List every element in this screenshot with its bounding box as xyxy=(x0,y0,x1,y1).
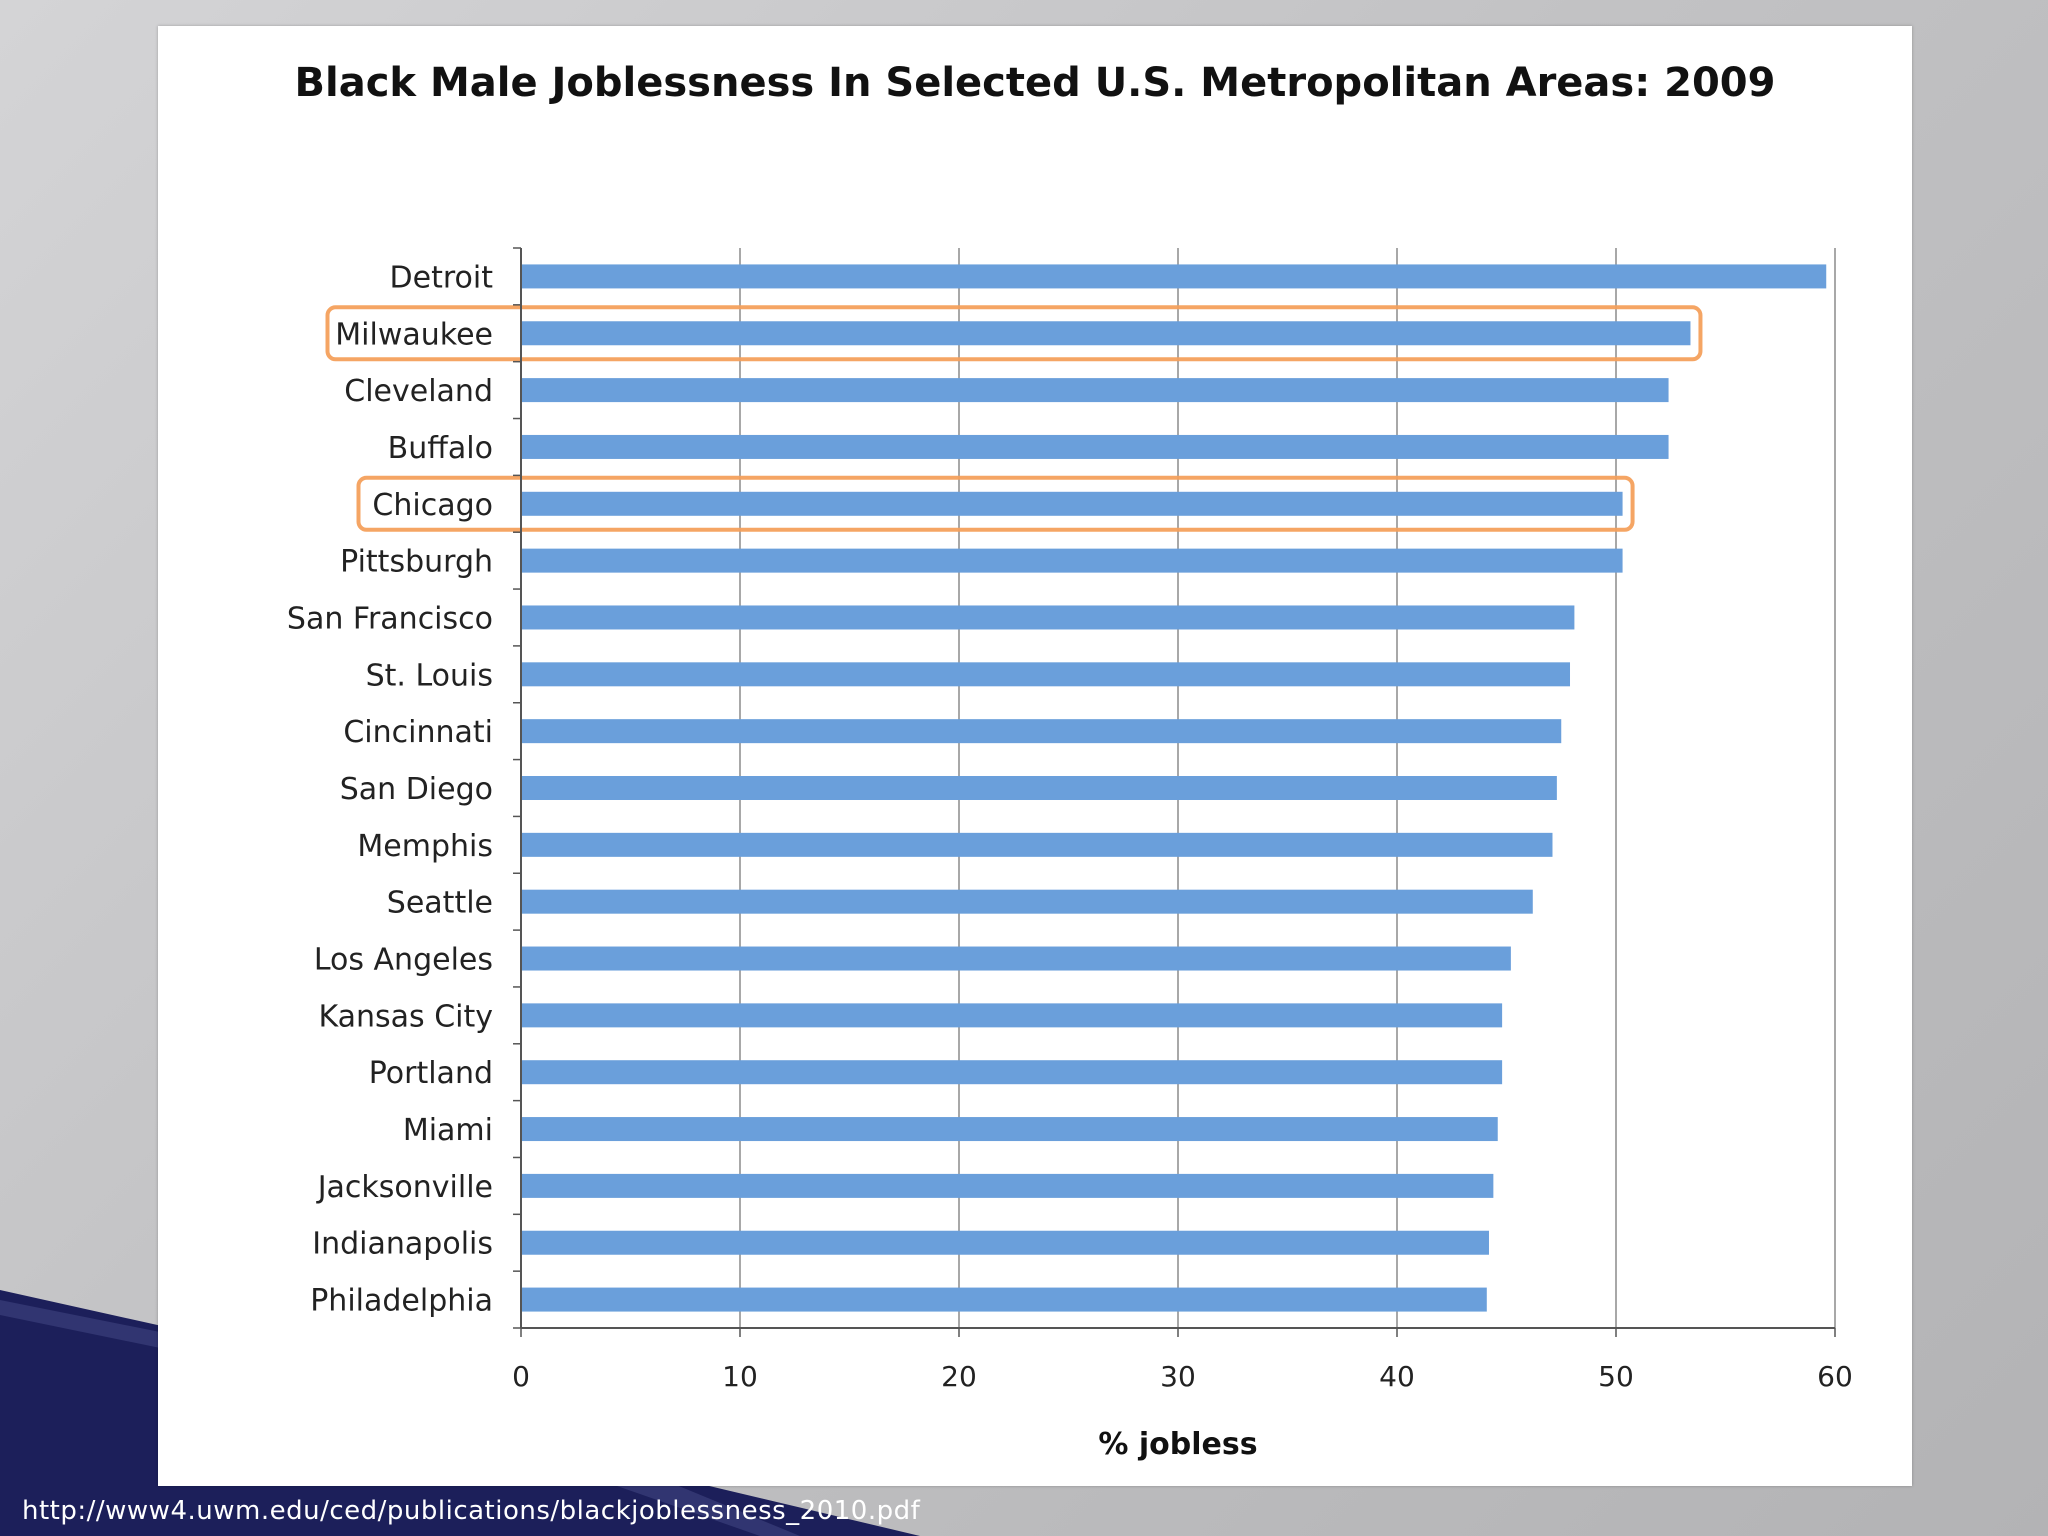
category-label-philadelphia: Philadelphia xyxy=(310,1284,493,1319)
source-url: http://www4.uwm.edu/ced/publications/bla… xyxy=(22,1496,921,1526)
x-tick-label-20: 20 xyxy=(941,1360,977,1393)
bar-cincinnati xyxy=(521,719,1562,744)
bar-kansas-city xyxy=(521,1003,1503,1028)
x-tick-label-0: 0 xyxy=(512,1360,530,1393)
x-axis-title: % jobless xyxy=(1098,1427,1257,1462)
bar-detroit xyxy=(521,264,1827,289)
chart-title: Black Male Joblessness In Selected U.S. … xyxy=(294,60,1776,106)
category-label-memphis: Memphis xyxy=(357,829,493,864)
category-label-chicago: Chicago xyxy=(372,488,493,523)
bar-jacksonville xyxy=(521,1173,1494,1198)
bar-cleveland xyxy=(521,378,1669,403)
bar-indianapolis xyxy=(521,1230,1489,1255)
category-label-jacksonville: Jacksonville xyxy=(316,1170,493,1205)
category-label-pittsburgh: Pittsburgh xyxy=(340,545,493,580)
x-tick-label-30: 30 xyxy=(1160,1360,1196,1393)
category-label-cleveland: Cleveland xyxy=(344,374,493,409)
bar-san-diego xyxy=(521,776,1557,800)
category-label-st-louis: St. Louis xyxy=(366,658,493,693)
bar-buffalo xyxy=(521,434,1669,459)
bar-pittsburgh xyxy=(521,548,1623,573)
bar-chicago xyxy=(521,491,1623,516)
chart-panel: Black Male Joblessness In Selected U.S. … xyxy=(158,26,1912,1486)
category-label-miami: Miami xyxy=(403,1113,493,1148)
bar-chart: Detroit Milwaukee Cleveland Buffalo Chicago P… xyxy=(287,247,1853,1462)
category-label-detroit: Detroit xyxy=(390,260,494,295)
bar-memphis xyxy=(521,832,1553,857)
category-label-cincinnati: Cincinnati xyxy=(343,715,493,750)
category-label-kansas-city: Kansas City xyxy=(318,999,493,1034)
category-label-seattle: Seattle xyxy=(387,886,493,921)
x-tick-label-40: 40 xyxy=(1379,1360,1415,1393)
bar-san-francisco xyxy=(521,605,1575,630)
category-label-milwaukee: Milwaukee xyxy=(335,317,493,352)
category-label-buffalo: Buffalo xyxy=(388,431,493,466)
x-tick-label-10: 10 xyxy=(722,1360,758,1393)
bar-los-angeles xyxy=(521,946,1511,971)
category-label-los-angeles: Los Angeles xyxy=(314,943,493,978)
bar-st-louis xyxy=(521,662,1571,687)
category-label-san-francisco: San Francisco xyxy=(287,601,493,636)
bar-milwaukee xyxy=(521,321,1691,346)
bar-philadelphia xyxy=(521,1287,1487,1312)
highlight-box-milwaukee xyxy=(325,305,1703,362)
bar-miami xyxy=(521,1117,1498,1142)
category-label-indianapolis: Indianapolis xyxy=(312,1227,493,1262)
bar-portland xyxy=(521,1060,1503,1085)
category-label-portland: Portland xyxy=(369,1056,493,1091)
highlight-box-chicago xyxy=(356,475,1635,532)
x-tick-label-60: 60 xyxy=(1817,1360,1853,1393)
category-label-san-diego: San Diego xyxy=(340,772,493,807)
x-tick-label-50: 50 xyxy=(1598,1360,1634,1393)
bar-seattle xyxy=(521,889,1533,914)
